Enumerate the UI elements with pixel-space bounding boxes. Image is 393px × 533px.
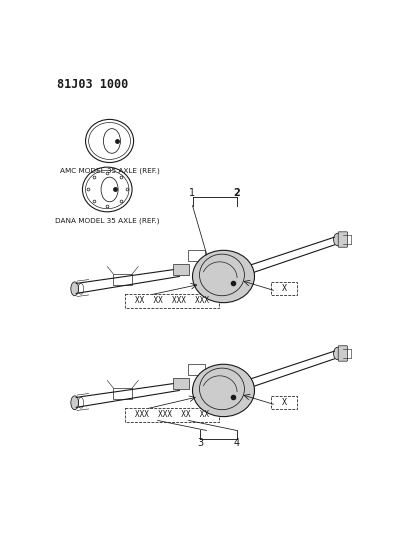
FancyBboxPatch shape <box>338 232 347 247</box>
Text: 4: 4 <box>233 438 240 448</box>
Text: DANA MODEL 35 AXLE (REF.): DANA MODEL 35 AXLE (REF.) <box>55 217 160 224</box>
Text: AMC MODEL 35 AXLE (REF.): AMC MODEL 35 AXLE (REF.) <box>60 168 160 174</box>
Ellipse shape <box>71 396 79 410</box>
Text: X: X <box>281 284 286 293</box>
Ellipse shape <box>71 282 79 296</box>
Text: 1: 1 <box>189 188 196 198</box>
Text: 2: 2 <box>233 188 240 198</box>
Ellipse shape <box>334 233 341 246</box>
Ellipse shape <box>193 364 255 417</box>
Ellipse shape <box>334 348 341 360</box>
Ellipse shape <box>193 251 255 303</box>
Text: 3: 3 <box>197 438 203 448</box>
Text: XX  XX  XXX  XXX: XX XX XXX XXX <box>135 296 209 305</box>
Bar <box>173 378 189 389</box>
Text: X: X <box>281 398 286 407</box>
Text: XXX  XXX  XX  XX: XXX XXX XX XX <box>135 410 209 419</box>
FancyBboxPatch shape <box>338 346 347 361</box>
Bar <box>173 264 189 275</box>
Text: 81J03 1000: 81J03 1000 <box>57 78 128 91</box>
